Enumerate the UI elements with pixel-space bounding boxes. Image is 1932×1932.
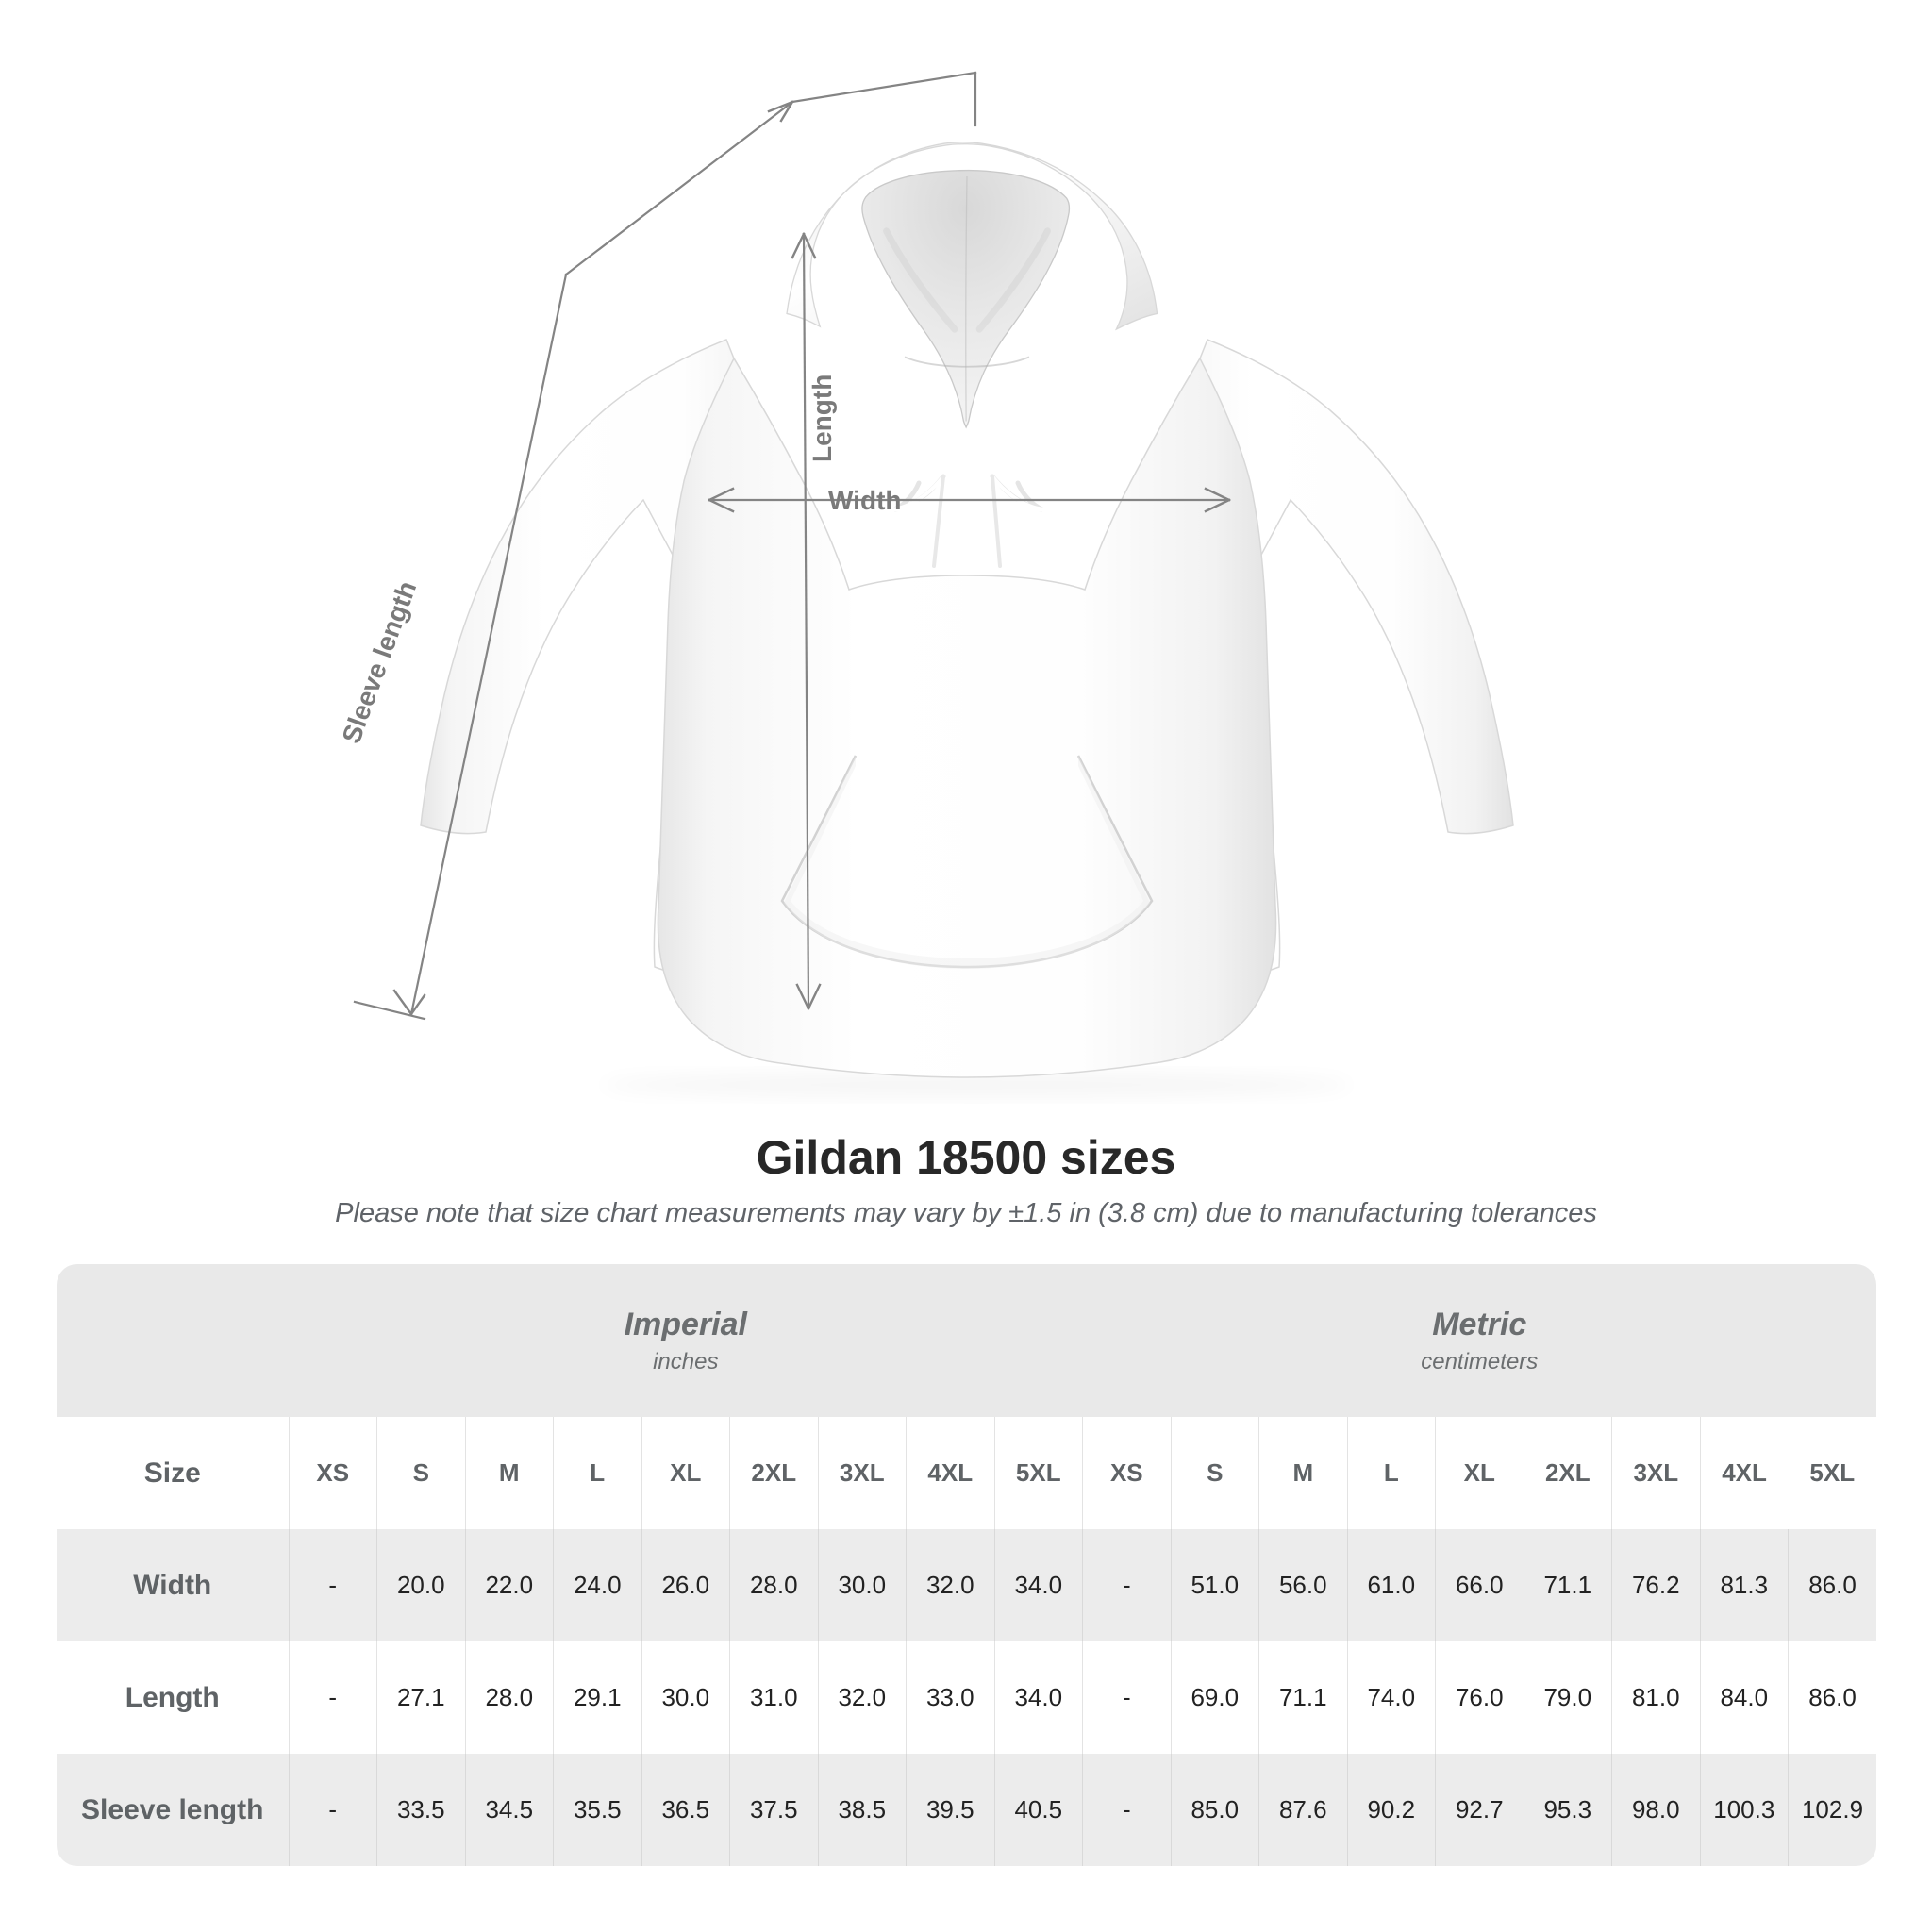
- svg-text:Sleeve length: Sleeve length: [337, 577, 423, 747]
- svg-text:Width: Width: [828, 486, 902, 515]
- svg-text:Length: Length: [808, 375, 837, 462]
